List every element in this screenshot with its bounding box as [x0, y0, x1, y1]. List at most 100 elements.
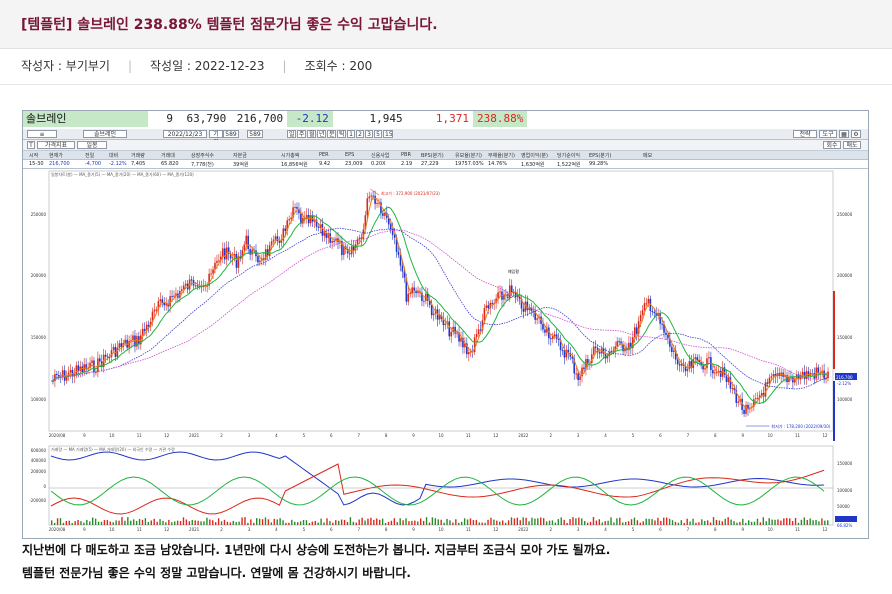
- recover-button[interactable]: 회수: [823, 141, 841, 149]
- chart-type-combo[interactable]: 일봉: [77, 141, 107, 149]
- volume-bar: [449, 520, 451, 525]
- toolbar-date[interactable]: 2022/12/23: [163, 130, 207, 138]
- period-month-button[interactable]: 월: [307, 130, 316, 138]
- x-axis-label-bottom: 4: [604, 527, 607, 532]
- candle-body: [577, 373, 579, 381]
- volume-bar: [572, 517, 574, 525]
- candle-body: [360, 237, 363, 239]
- candle-body: [733, 388, 736, 391]
- candle-body: [120, 343, 123, 347]
- candle-body: [694, 357, 697, 360]
- toggle-icon[interactable]: T: [27, 141, 35, 149]
- volume-bar: [636, 520, 639, 525]
- chart-toolbar: ≡ 솔브레인 2022/12/23 기간 589 589 일 주 월 년 분 틱…: [23, 129, 868, 146]
- sell-button[interactable]: 매도: [843, 141, 861, 149]
- candle-body: [633, 327, 636, 338]
- x-axis-label: 2020/08: [49, 433, 66, 438]
- candle-body: [598, 352, 601, 354]
- settings-icon[interactable]: ⚙: [851, 130, 861, 138]
- volume-bar: [525, 517, 527, 525]
- info-value-cell: 1,630억원: [521, 162, 545, 168]
- volume-bar: [452, 522, 454, 525]
- candle-body: [202, 286, 205, 288]
- volume-bar: [209, 519, 211, 525]
- period-day-button[interactable]: 일: [287, 130, 296, 138]
- minute-2-button[interactable]: 2: [356, 130, 364, 138]
- period-week-button[interactable]: 주: [297, 130, 306, 138]
- volume-bar: [51, 520, 53, 525]
- volume-bar: [827, 520, 829, 525]
- strategy-button[interactable]: 전략: [793, 130, 817, 138]
- candle-body: [758, 395, 761, 398]
- grid-icon[interactable]: ▦: [839, 130, 849, 138]
- info-header-row: 시작 현재가 전일 대비 거래량 거래대 상장주식수 자본금 시가총액 PER EPS 신용사업 PBR…: [23, 151, 868, 160]
- period-tick-button[interactable]: 틱: [337, 130, 346, 138]
- candle-body: [676, 359, 679, 365]
- chart-code-input[interactable]: ≡: [27, 130, 57, 138]
- candle-body: [475, 334, 478, 338]
- volume-bar: [261, 519, 264, 525]
- indicator-combo[interactable]: 가격지표: [37, 141, 75, 149]
- candle-body: [764, 382, 767, 397]
- candle-body: [753, 399, 755, 407]
- volume-bar: [253, 522, 255, 525]
- volume-bar: [103, 520, 106, 525]
- volume-axis-left-label: 600000: [31, 448, 47, 453]
- candle-body: [268, 245, 271, 257]
- volume-bar: [557, 519, 560, 525]
- candle-body: [307, 215, 310, 224]
- candle-body: [530, 307, 533, 311]
- price-axis-left-label: 150000: [31, 335, 47, 340]
- candle-body: [366, 198, 369, 216]
- candle-body: [680, 363, 683, 366]
- candle-body: [426, 293, 429, 301]
- ma120-line: [50, 229, 829, 382]
- candle-body: [284, 228, 287, 231]
- volume-bar: [296, 522, 299, 525]
- candle-body: [524, 301, 527, 312]
- period-minute-button[interactable]: 분: [327, 130, 336, 138]
- info-header-cell: 대비: [109, 153, 119, 159]
- toolbar-count-value[interactable]: 589: [247, 130, 263, 138]
- volume-bar: [592, 517, 595, 525]
- volume-bar: [455, 519, 457, 525]
- toolbar-period-value[interactable]: 589: [223, 130, 239, 138]
- candle-body: [401, 265, 404, 272]
- volume-bar: [475, 520, 478, 525]
- candle-body: [489, 302, 492, 309]
- volume-bar: [460, 521, 463, 525]
- candle-body: [171, 296, 173, 298]
- minute-5-button[interactable]: 5: [374, 130, 382, 138]
- candle-body: [378, 202, 380, 204]
- candle-body: [190, 279, 193, 281]
- candle-body: [348, 253, 351, 255]
- volume-bar: [548, 520, 551, 525]
- volume-bar: [639, 522, 642, 525]
- volume-bar: [616, 518, 618, 525]
- minute-15-button[interactable]: 15: [383, 130, 393, 138]
- candle-body: [389, 224, 392, 230]
- candle-body: [95, 371, 97, 373]
- x-axis-label: 9: [83, 433, 86, 438]
- volume-bar: [806, 520, 808, 525]
- minute-1-button[interactable]: 1: [347, 130, 355, 138]
- volume-bar: [698, 522, 700, 525]
- candle-body: [130, 340, 132, 342]
- x-axis-label-bottom: 10: [438, 527, 444, 532]
- candle-body: [606, 356, 609, 359]
- quote-count: 1,945: [332, 111, 407, 127]
- volume-bar: [358, 519, 360, 525]
- volume-bar: [141, 519, 144, 525]
- volume-bar: [159, 519, 161, 525]
- candle-body: [114, 346, 117, 357]
- minute-3-button[interactable]: 3: [365, 130, 373, 138]
- period-year-button[interactable]: 년: [317, 130, 326, 138]
- candle-body: [534, 310, 536, 320]
- candle-body: [63, 370, 66, 381]
- tools-button[interactable]: 도구: [819, 130, 837, 138]
- volume-bar: [668, 518, 671, 525]
- candle-body: [493, 302, 495, 304]
- last-price-label: 216,700: [836, 375, 853, 380]
- volume-bar: [815, 519, 817, 525]
- toolbar-stock-name[interactable]: 솔브레인: [83, 130, 127, 138]
